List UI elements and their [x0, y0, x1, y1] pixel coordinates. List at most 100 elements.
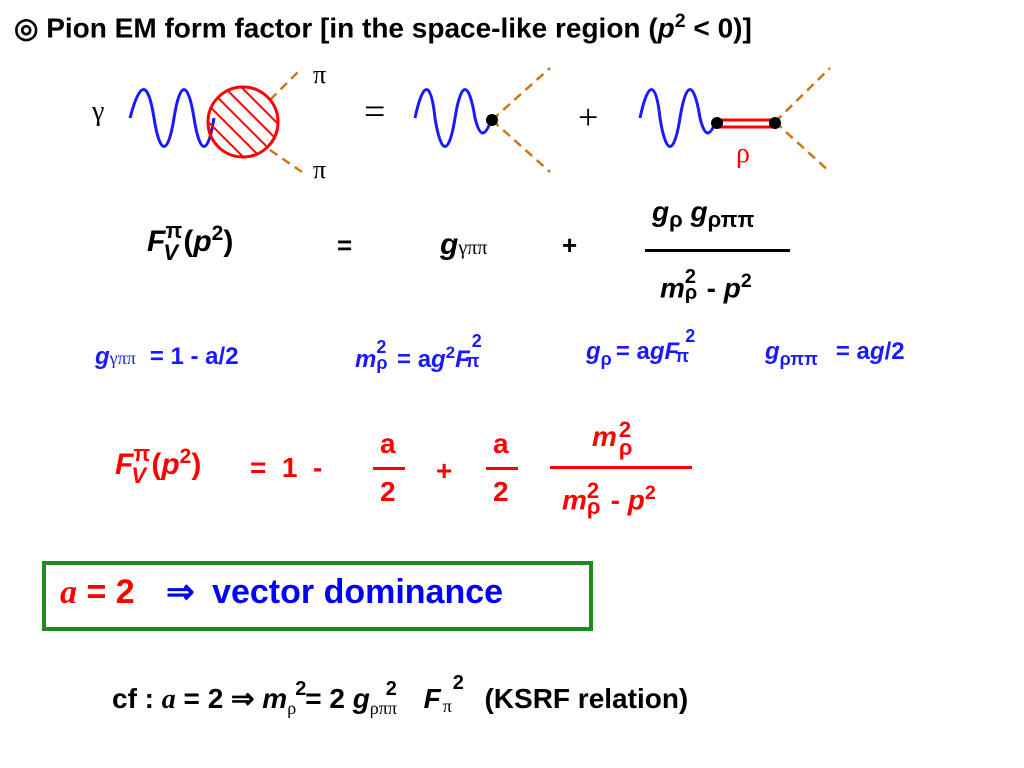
- photon-line-1: [128, 88, 216, 148]
- ksrf-relation-label: (KSRF relation): [484, 683, 689, 714]
- eq1-g: g: [440, 228, 459, 261]
- photon-line-2: [413, 88, 494, 148]
- r2-sub: ρ: [376, 353, 388, 373]
- eq2-F: F: [115, 448, 134, 481]
- r2-g-sup: 2: [445, 343, 456, 362]
- title-p: p: [657, 12, 675, 44]
- eq2-frac1-num: a: [380, 428, 396, 459]
- eq1-num-g1-sub: ρ: [669, 207, 683, 232]
- r4-g2: g: [869, 338, 885, 365]
- r3-F-sub: π: [675, 346, 689, 366]
- pion-line-bottom-3: [774, 121, 831, 173]
- pion-line-top-1: [269, 67, 303, 101]
- eq2-p: p: [161, 448, 180, 481]
- diagram-plus: +: [578, 97, 599, 137]
- cf-a: a: [161, 684, 176, 715]
- eq1-paren-open: (: [183, 225, 194, 258]
- r3-g: g: [586, 338, 601, 365]
- r3-eq: = a: [615, 338, 650, 365]
- eq2-frac3-num-sup: 2: [618, 417, 632, 442]
- cf-m: m: [262, 683, 288, 714]
- vertex-dot-3a: [711, 117, 723, 129]
- eq1-den-p-sup: 2: [740, 270, 752, 292]
- r2-F-sup: 2: [471, 331, 482, 351]
- box-a: a: [60, 574, 77, 611]
- pion-label-top: π: [313, 60, 327, 89]
- cf-label: cf :: [112, 683, 162, 714]
- eq1-plus: +: [562, 230, 578, 260]
- r4-tail: /2: [884, 338, 905, 365]
- relation-g-rho-pipi: gρππ = ag/2: [765, 338, 905, 369]
- eq2-frac3-bar: [550, 466, 692, 469]
- relation-g-rho: gρ = agF 2 π: [586, 326, 695, 369]
- vector-dominance-box: [42, 561, 593, 631]
- eq1-den-m-sup: 2: [684, 266, 697, 288]
- eq1-g-term: gγππ: [440, 228, 487, 262]
- eq2-frac1-den: 2: [380, 476, 396, 507]
- bullet-symbol: ◎: [14, 12, 39, 44]
- cf-g-sub: ρππ: [369, 698, 397, 718]
- vertex-dot-3b: [769, 117, 781, 129]
- photon-line-3: [638, 88, 719, 148]
- pion-line-bottom-1: [269, 148, 303, 174]
- rho-label: ρ: [736, 138, 750, 169]
- eq2-frac2-bar: [486, 467, 518, 470]
- feynman-diagram: [128, 67, 831, 174]
- eq2-F-sub: V: [131, 463, 147, 488]
- diagram-equals: =: [364, 91, 386, 133]
- r2-g: g: [431, 346, 446, 373]
- r1-g: g: [95, 343, 110, 370]
- eq2-frac1-bar: [373, 467, 405, 470]
- eq1-p: p: [193, 225, 212, 258]
- eq1-g-sub: γππ: [458, 237, 488, 259]
- eq1-num-g2-sub: ρππ: [707, 207, 755, 232]
- r3-sub: ρ: [600, 349, 612, 369]
- eq1-den-m: m: [660, 272, 685, 304]
- r1-sub: γππ: [109, 348, 136, 368]
- r3-g2: g: [649, 338, 665, 365]
- eq1-p-sup: 2: [211, 222, 224, 245]
- eq2-paren-close: ): [191, 448, 202, 481]
- eq1-F: F: [147, 225, 166, 258]
- eq1-fraction-bar: [645, 249, 790, 252]
- cf-m-sub: ρ: [287, 698, 297, 718]
- cf-F: F: [423, 683, 441, 714]
- cf-eq2: = 2: [305, 683, 353, 714]
- pion-label-bottom: π: [313, 155, 327, 184]
- cf-g-sup: 2: [385, 678, 397, 700]
- r3-F: F: [664, 338, 680, 365]
- cf-F-sub: π: [442, 696, 452, 716]
- cf-F-sup: 2: [452, 672, 464, 694]
- r4-sub: ρππ: [779, 349, 818, 369]
- eq2-p-sup: 2: [179, 445, 192, 468]
- r4-eq: = a: [835, 338, 870, 365]
- pion-line-bottom-2: [491, 119, 551, 173]
- eq1-num-g1: g: [652, 196, 670, 227]
- r2-F: F: [455, 346, 470, 373]
- eq1-den-p: p: [723, 272, 741, 304]
- eq2-frac3-num-m: m: [592, 421, 617, 452]
- eq2-frac3-den-minus: -: [602, 484, 628, 516]
- eq2-equals-one-minus: = 1 -: [250, 452, 323, 483]
- eq2-frac3-num-sub: ρ: [618, 435, 633, 460]
- page-title: ◎ Pion EM form factor [in the space-like…: [14, 10, 752, 44]
- eq2-frac3-den-sup: 2: [586, 478, 600, 503]
- r2-sup: 2: [376, 337, 387, 357]
- cf-eq: = 2 ⇒: [175, 683, 263, 714]
- eq1-F-sub: V: [163, 240, 179, 265]
- eq2-plus: +: [436, 455, 453, 486]
- box-text: vector dominance: [212, 573, 504, 611]
- eq1-F-sup: π: [165, 218, 183, 243]
- vertex-dot-2: [486, 114, 498, 126]
- eq2-frac2-den: 2: [493, 476, 509, 507]
- gamma-label: γ: [92, 96, 105, 127]
- box-eq-two: = 2: [77, 573, 135, 611]
- eq2-paren-open: (: [151, 448, 162, 481]
- eq2-frac3-den-sub: ρ: [586, 494, 601, 519]
- r3-F-sup: 2: [685, 326, 696, 346]
